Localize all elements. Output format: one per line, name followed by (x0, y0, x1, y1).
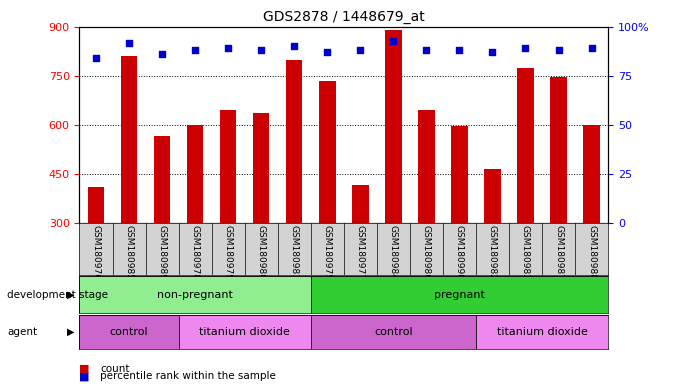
Bar (385, 30, 401, 223)
Point (586, 45, 597, 51)
Bar (484, 169, 501, 223)
Text: GSM180981: GSM180981 (290, 225, 299, 280)
Text: GSM180978: GSM180978 (191, 225, 200, 280)
Text: ▶: ▶ (67, 327, 75, 337)
Bar (286, 60, 303, 223)
Text: control: control (374, 327, 413, 337)
Title: GDS2878 / 1448679_at: GDS2878 / 1448679_at (263, 10, 425, 25)
Text: GSM180983: GSM180983 (521, 225, 530, 280)
Bar (79, 276, 311, 313)
Text: GSM180976: GSM180976 (91, 225, 100, 280)
Bar (187, 125, 203, 223)
Point (189, 47, 200, 53)
Point (256, 47, 267, 53)
Text: GSM180986: GSM180986 (422, 225, 431, 280)
Text: GSM180989: GSM180989 (158, 225, 167, 280)
Text: GSM180984: GSM180984 (389, 225, 398, 280)
Bar (178, 315, 311, 349)
Text: titanium dioxide: titanium dioxide (199, 327, 290, 337)
Point (91, 55, 102, 61)
Point (487, 49, 498, 55)
Point (388, 38, 399, 44)
Bar (311, 276, 608, 313)
Bar (418, 110, 435, 223)
Point (520, 45, 531, 51)
Text: ■: ■ (79, 371, 90, 381)
Point (553, 47, 564, 53)
Text: agent: agent (7, 327, 37, 337)
Point (421, 47, 432, 53)
Text: ▶: ▶ (67, 290, 75, 300)
Point (322, 49, 333, 55)
Text: count: count (100, 364, 130, 374)
Text: ■: ■ (79, 364, 90, 374)
Text: percentile rank within the sample: percentile rank within the sample (100, 371, 276, 381)
Bar (583, 125, 600, 223)
Bar (220, 110, 236, 223)
Text: control: control (110, 327, 149, 337)
Point (454, 47, 465, 53)
Bar (121, 56, 138, 223)
Point (289, 43, 300, 50)
Text: GSM180982: GSM180982 (488, 225, 497, 280)
Point (124, 40, 135, 46)
Bar (311, 315, 476, 349)
Text: titanium dioxide: titanium dioxide (497, 327, 587, 337)
Text: GSM180977: GSM180977 (356, 225, 365, 280)
Bar (88, 187, 104, 223)
Point (157, 51, 168, 57)
Text: GSM180990: GSM180990 (455, 225, 464, 280)
Text: pregnant: pregnant (434, 290, 485, 300)
Bar (253, 113, 269, 223)
Bar (550, 78, 567, 223)
Bar (352, 185, 368, 223)
Bar (154, 136, 170, 223)
Text: development stage: development stage (7, 290, 108, 300)
Text: GSM180979: GSM180979 (224, 225, 233, 280)
Bar (79, 315, 178, 349)
Point (223, 45, 234, 51)
Point (354, 47, 366, 53)
Bar (476, 315, 608, 349)
Bar (451, 126, 468, 223)
Text: GSM180975: GSM180975 (323, 225, 332, 280)
Text: GSM180988: GSM180988 (587, 225, 596, 280)
Text: non-pregnant: non-pregnant (157, 290, 233, 300)
Bar (319, 81, 336, 223)
Text: GSM180987: GSM180987 (554, 225, 563, 280)
Bar (518, 68, 533, 223)
Text: GSM180980: GSM180980 (256, 225, 265, 280)
Text: GSM180985: GSM180985 (124, 225, 133, 280)
